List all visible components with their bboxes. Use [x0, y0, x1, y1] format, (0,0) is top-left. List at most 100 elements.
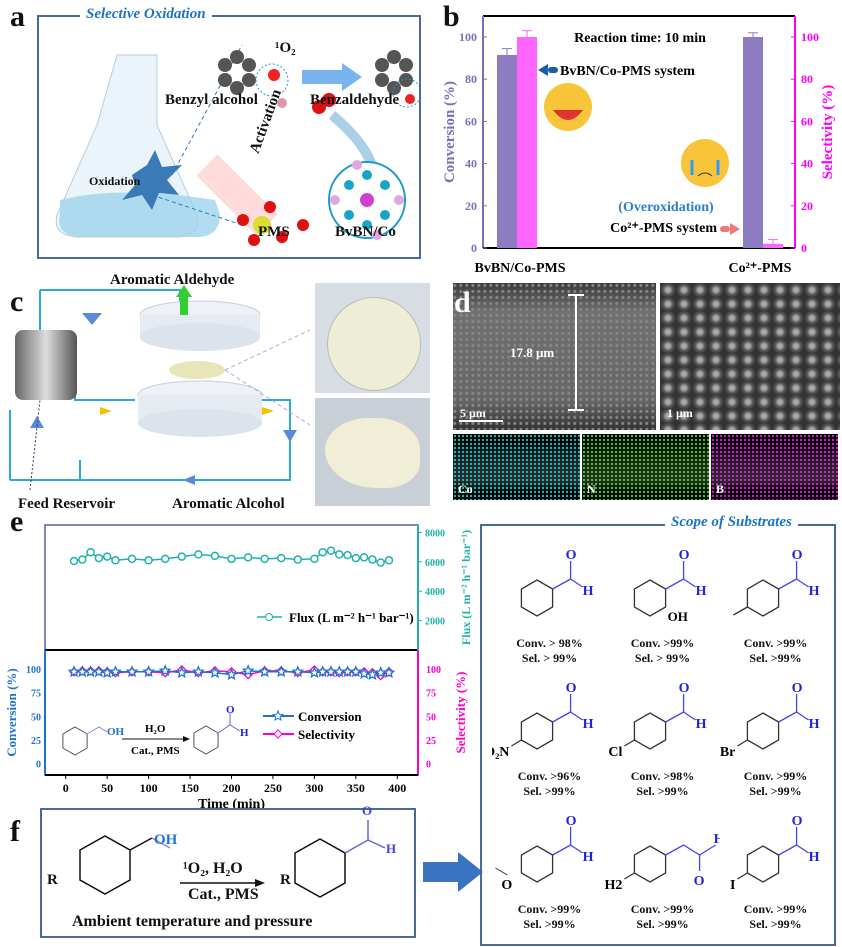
- x-tick: 300: [305, 781, 323, 795]
- chart-b: 0 0 20 20 40 40 60 60 80 80 100 100 Reaction time: 1…: [442, 15, 836, 276]
- svg-text:CH2: CH2: [605, 878, 622, 893]
- svg-text:O: O: [566, 681, 577, 696]
- conversion-point: [191, 665, 205, 678]
- molecule-structure: O H O₂N: [484, 681, 594, 760]
- annotation: Co²⁺-PMS system: [610, 221, 717, 236]
- x-tick: 100: [140, 781, 158, 795]
- substrate-item: O H I Conv. >99% Sel. >99%: [718, 806, 833, 936]
- selectivity-tick: 100: [426, 665, 441, 676]
- conversion-point: [258, 665, 272, 678]
- flux-point: [78, 555, 87, 564]
- conversion-point: [357, 666, 371, 680]
- flux-point: [127, 554, 137, 564]
- alcohol-label: Aromatic Alcohol: [172, 496, 285, 512]
- svg-text:H: H: [583, 850, 594, 865]
- selectivity-value: Sel. >99%: [636, 784, 689, 798]
- flux-point: [276, 553, 286, 563]
- flux-tick: 8000: [425, 528, 445, 539]
- flux-point: [86, 547, 95, 557]
- reservoir-icon: [15, 330, 77, 400]
- scope-title: Scope of Substrates: [665, 514, 798, 531]
- feed-reservoir-label: Feed Reservoir: [18, 496, 116, 512]
- svg-text:H: H: [583, 717, 594, 732]
- conversion-point: [349, 665, 363, 678]
- substrate-result: Conv. >99% Sel. >99%: [718, 769, 833, 799]
- substrate-item: O H Br Conv. >99% Sel. >99%: [718, 673, 833, 803]
- selectivity-tick: 25: [426, 736, 436, 747]
- legend-selectivity: Selectivity: [298, 727, 356, 742]
- flux-point: [94, 553, 104, 563]
- eds-label: Co: [458, 482, 473, 496]
- f-footer: Ambient temperature and pressure: [72, 913, 313, 930]
- conversion-tick: 25: [31, 736, 41, 747]
- y-tick-right: 60: [801, 114, 813, 128]
- catalyst-label: BvBN/Co: [335, 224, 396, 240]
- conversion-tick: 75: [31, 689, 41, 700]
- f-reagents: ¹O₂, H₂O: [183, 860, 243, 877]
- molecule-structure: O H CH2: [594, 832, 724, 893]
- crying-emoji-icon: [681, 139, 729, 187]
- panel-label-c: c: [10, 285, 24, 318]
- x-tick: 400: [388, 781, 406, 795]
- flux-point: [177, 552, 187, 561]
- conversion-point: [332, 665, 346, 678]
- electron-icon: [277, 98, 287, 108]
- bar-selectivity: [763, 243, 783, 248]
- svg-text:H: H: [583, 584, 594, 599]
- panel-a-illustration: [55, 44, 419, 246]
- svg-text:H: H: [696, 717, 707, 732]
- chart-b-title: Reaction time: 10 min: [574, 31, 706, 46]
- y-tick-right: 80: [801, 72, 813, 86]
- svg-text:Br: Br: [720, 745, 736, 760]
- conversion-value: Conv. >99%: [743, 769, 808, 783]
- substrate-result: Conv. > 98% Sel. > 99%: [492, 636, 607, 666]
- flux-point: [144, 556, 153, 565]
- substrate-result: Conv. >99% Sel. > 99%: [605, 636, 720, 666]
- membrane-photo-1: [315, 283, 430, 393]
- flux-point: [376, 558, 385, 567]
- legend-flux-marker: [265, 613, 273, 621]
- panel-a-title: Selective Oxidation: [80, 6, 212, 23]
- svg-text:O: O: [566, 548, 577, 563]
- singlet-oxygen-label: ¹O₂: [275, 40, 296, 56]
- x-tick: BvBN/Co-PMS: [475, 261, 566, 276]
- molecule-structure: O H Br: [720, 681, 820, 760]
- conversion-point: [225, 667, 238, 681]
- substrate-result: Conv. >98% Sel. >99%: [605, 769, 720, 799]
- x-tick: 250: [264, 781, 282, 795]
- conversion-point: [175, 666, 189, 679]
- eds-map-co: Co: [453, 434, 580, 500]
- scalebar-label-1: 5 μm: [460, 406, 486, 420]
- f-o-label: O: [362, 803, 373, 818]
- flux-point: [335, 550, 344, 559]
- flux-axis-label: Flux (L m⁻² h⁻¹ bar⁻¹): [459, 530, 473, 645]
- conversion-value: Conv. >98%: [630, 769, 695, 783]
- y-label-left: Conversion (%): [442, 81, 458, 183]
- y-tick-left: 80: [465, 72, 477, 86]
- flux-point: [351, 553, 361, 563]
- svg-text:O: O: [792, 814, 803, 829]
- conversion-point: [208, 665, 222, 679]
- flux-point: [111, 556, 120, 565]
- y-tick-right: 0: [801, 241, 807, 255]
- x-label: Time (min): [198, 797, 265, 810]
- bar-selectivity: [517, 37, 537, 248]
- conversion-point: [67, 665, 81, 678]
- benzyl-alcohol-structure: [62, 726, 88, 756]
- x-tick: 150: [181, 781, 199, 795]
- panel-label-b: b: [443, 0, 460, 33]
- conversion-point: [291, 665, 305, 678]
- benzaldehyde-label: Benzaldehyde: [310, 92, 400, 108]
- substrate-result: Conv. >99% Sel. >99%: [718, 902, 833, 932]
- selectivity-value: Sel. >99%: [523, 784, 576, 798]
- selectivity-tick: 0: [426, 760, 431, 771]
- membrane-icon: [169, 361, 225, 379]
- conversion-point: [341, 665, 354, 678]
- conversion-value: Conv. > 98%: [516, 636, 583, 650]
- molecule-structure: O H Cl: [608, 681, 707, 760]
- legend-flux: Flux (L m⁻² h⁻¹ bar⁻¹): [289, 610, 414, 625]
- svg-text:H: H: [714, 832, 720, 847]
- selectivity-value: Sel. > 99%: [634, 651, 691, 665]
- conversion-tick: 100: [26, 665, 41, 676]
- y-tick-left: 20: [465, 199, 477, 213]
